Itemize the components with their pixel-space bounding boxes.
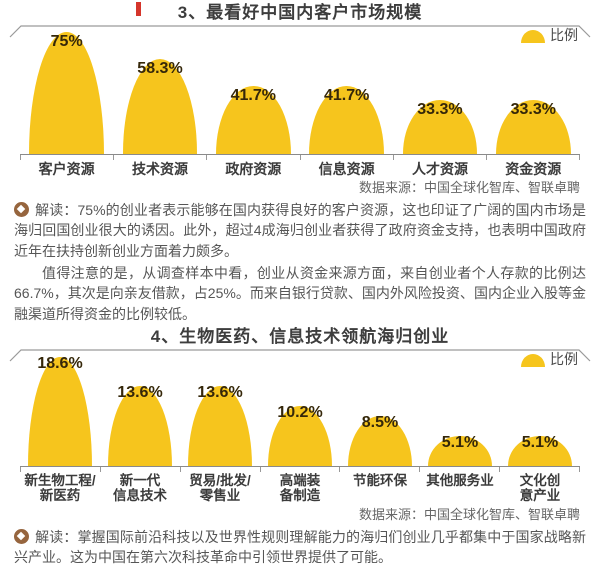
category-label: 节能环保 xyxy=(353,472,407,488)
axis-tick xyxy=(207,155,301,160)
axis-tick xyxy=(114,155,208,160)
category-label: 其他服务业 xyxy=(426,472,494,488)
red-accent-mark xyxy=(136,2,141,16)
category-label: 高端装 备制造 xyxy=(279,472,321,504)
axis-tick xyxy=(394,155,487,160)
section-1-title: 3、最看好中国内客户市场规模 xyxy=(177,3,423,22)
axis-tick xyxy=(21,466,101,472)
bar-value-label: 13.6% xyxy=(117,383,163,401)
axis-tick xyxy=(261,466,341,472)
axis-tick xyxy=(487,155,581,160)
bar-value-label: 5.1% xyxy=(441,433,479,451)
bar-column: 41.7% xyxy=(207,86,300,154)
category-label: 客户资源 xyxy=(38,161,95,177)
data-source-note: 数据来源：中国全球化智库、智联卓聘 xyxy=(358,180,580,196)
legend-label: 比例 xyxy=(550,350,578,367)
interpretation-paragraph-1: 解读：75%的创业者表示能够在国内获得良好的客户资源，这也印证了广阔的国内市场是… xyxy=(14,200,586,261)
category-label: 贸易/批发/ 零售业 xyxy=(189,472,251,504)
bar-column: 13.6% xyxy=(100,383,180,466)
interpretation-icon xyxy=(14,202,29,218)
section-2-title: 4、生物医药、信息技术领航海归创业 xyxy=(150,326,450,346)
bar-column: 13.6% xyxy=(180,383,260,466)
bar-value-label: 13.6% xyxy=(197,383,243,401)
axis-tick xyxy=(181,466,261,472)
bar-column: 41.7% xyxy=(300,86,393,154)
panel-frame-line xyxy=(9,349,591,362)
category-label: 政府资源 xyxy=(225,161,282,177)
interpretation-paragraph-3: 解读：掌握国际前沿科技以及世界性规则理解能力的海归们创业几乎都集中于国家战略新兴… xyxy=(14,527,586,568)
axis-tick xyxy=(500,466,581,472)
bar-value-label: 10.2% xyxy=(277,403,323,421)
axis-tick xyxy=(101,466,181,472)
category-label: 信息资源 xyxy=(318,161,375,177)
interpretation-icon xyxy=(14,528,29,544)
bar-column: 75% xyxy=(20,32,113,154)
category-label: 文化创 意产业 xyxy=(519,472,561,504)
bar-value-label: 33.3% xyxy=(417,101,463,118)
bar-column: 8.5% xyxy=(340,413,420,466)
category-label: 新生物工程/ 新医药 xyxy=(24,472,96,504)
panel-frame-line xyxy=(9,25,591,38)
bar-value-label: 18.6% xyxy=(37,354,83,372)
bar-column: 5.1% xyxy=(420,433,500,466)
legend-label: 比例 xyxy=(550,27,578,43)
chart-panel-industry: 比例 18.6% 13.6% 13.6% 10.2% 8.5% 5.1% 5.1% 新生物工… xyxy=(8,348,592,504)
chart-categories: 客户资源 技术资源 政府资源 信息资源 人才资源 资金资源 xyxy=(20,161,580,177)
bar-value-label: 58.3% xyxy=(137,60,183,77)
bar-column: 33.3% xyxy=(487,100,580,154)
chart-ticks xyxy=(20,155,581,160)
bar-column: 58.3% xyxy=(113,59,206,154)
bar-value-label: 41.7% xyxy=(230,87,276,104)
bar-value-label: 5.1% xyxy=(521,433,559,451)
bar-column: 5.1% xyxy=(500,433,580,466)
bar-value-label: 8.5% xyxy=(361,413,399,431)
dome-bar xyxy=(28,356,92,466)
data-source-note: 数据来源：中国全球化智库、智联卓聘 xyxy=(358,506,580,522)
bar-value-label: 33.3% xyxy=(510,101,556,118)
section-industries: 4、生物医药、信息技术领航海归创业 比例 18.6% 13.6% 13.6% 10.2… xyxy=(0,326,600,568)
bar-column: 10.2% xyxy=(260,403,340,466)
bar-column: 33.3% xyxy=(393,100,486,154)
legend-dome-icon xyxy=(521,30,545,43)
chart-legend: 比例 xyxy=(521,350,578,367)
legend-dome-icon xyxy=(521,353,545,367)
chart-bars: 18.6% 13.6% 13.6% 10.2% 8.5% 5.1% 5.1% xyxy=(20,348,580,467)
chart-categories: 新生物工程/ 新医药 新一代 信息技术 贸易/批发/ 零售业 高端装 备制造 节能环保 其… xyxy=(20,473,580,504)
category-label: 技术资源 xyxy=(131,161,188,177)
category-label: 人才资源 xyxy=(411,161,468,177)
interpretation-text-3: 解读：掌握国际前沿科技以及世界性规则理解能力的海归们创业几乎都集中于国家战略新兴… xyxy=(14,528,586,566)
bar-column: 18.6% xyxy=(20,354,100,466)
chart-legend: 比例 xyxy=(521,28,578,43)
chart-bars: 75% 58.3% 41.7% 41.7% 33.3% 33.3% xyxy=(20,24,580,155)
bar-value-label: 41.7% xyxy=(323,87,370,104)
bar-value-label: 75% xyxy=(50,33,83,50)
axis-tick xyxy=(21,155,115,160)
section-market-scale: 3、最看好中国内客户市场规模 比例 75% 58.3% 41.7% 41.7% 33.3… xyxy=(0,2,600,324)
chart-panel-market: 比例 75% 58.3% 41.7% 41.7% 33.3% 33.3% 客户资源 技术资源… xyxy=(8,24,592,177)
category-label: 新一代 信息技术 xyxy=(113,472,167,504)
chart-ticks xyxy=(20,466,581,472)
interpretation-text-1: 解读：75%的创业者表示能够在国内获得良好的客户资源，这也印证了广阔的国内市场是… xyxy=(14,202,586,259)
axis-tick xyxy=(340,466,421,472)
interpretation-paragraph-2: 值得注意的是，从调查样本中看，创业从资金来源方面，来自创业者个人存款的比例达66… xyxy=(14,264,586,322)
category-label: 资金资源 xyxy=(505,161,562,177)
axis-tick xyxy=(420,466,501,472)
axis-tick xyxy=(301,155,394,160)
